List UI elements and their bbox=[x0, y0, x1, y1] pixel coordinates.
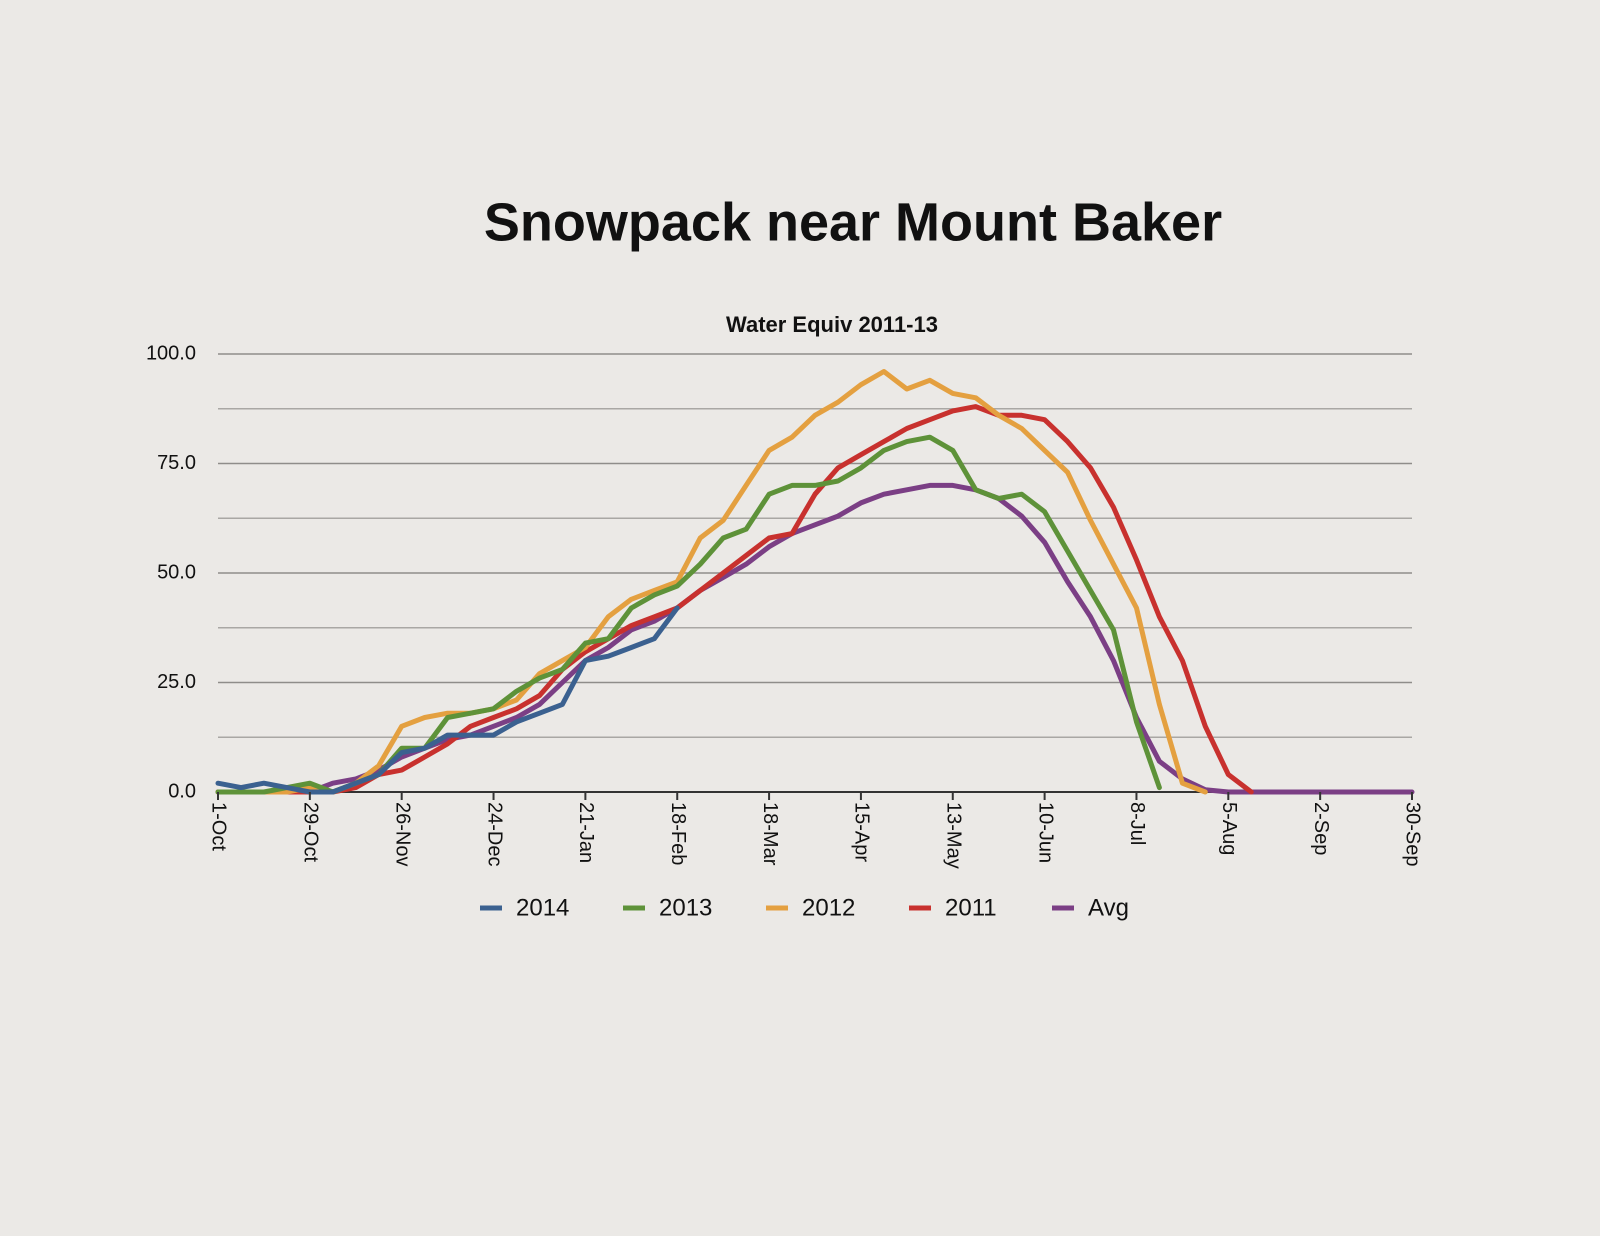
x-tick-label: 30-Sep bbox=[1402, 802, 1424, 867]
x-tick-label: 13-May bbox=[942, 802, 964, 869]
plot-area bbox=[215, 369, 1415, 795]
series-line bbox=[215, 369, 1208, 795]
x-tick-label: 10-Jun bbox=[1034, 802, 1056, 863]
x-tick-label: 26-Nov bbox=[391, 802, 413, 866]
legend-label: 2014 bbox=[516, 894, 569, 921]
y-tick-label: 25.0 bbox=[157, 671, 196, 693]
series-line bbox=[215, 482, 1415, 795]
x-tick-label: 18-Feb bbox=[667, 802, 689, 865]
series-line bbox=[215, 404, 1254, 795]
x-tick-label: 18-Mar bbox=[759, 802, 781, 866]
x-tick-label: 15-Apr bbox=[851, 802, 873, 862]
x-axis: 1-Oct 29-Oct 26-Nov 24-Dec 21-Jan 18-Feb 18-Ma… bbox=[208, 792, 1424, 869]
series-line bbox=[215, 605, 680, 795]
legend: 2014 2013 2012 2011 Avg bbox=[480, 894, 1129, 921]
x-tick-label: 1-Oct bbox=[208, 802, 230, 851]
x-tick-label: 5-Aug bbox=[1218, 802, 1240, 855]
x-tick-label: 21-Jan bbox=[575, 802, 597, 863]
legend-label: 2012 bbox=[802, 894, 855, 921]
y-tick-label: 50.0 bbox=[157, 561, 196, 583]
legend-label: 2011 bbox=[945, 894, 997, 921]
chart-title: Snowpack near Mount Baker bbox=[484, 192, 1222, 252]
x-tick-label: 8-Jul bbox=[1126, 802, 1148, 845]
legend-label: Avg bbox=[1088, 894, 1129, 921]
y-tick-label: 75.0 bbox=[157, 452, 196, 474]
y-tick-label: 100.0 bbox=[146, 342, 196, 364]
series-line bbox=[215, 434, 1162, 795]
x-tick-label: 2-Sep bbox=[1310, 802, 1332, 855]
chart-subtitle: Water Equiv 2011-13 bbox=[726, 312, 938, 337]
x-tick-label: 29-Oct bbox=[300, 802, 322, 862]
grid: 0.0 25.0 50.0 75.0 100.0 bbox=[146, 342, 1412, 802]
legend-label: 2013 bbox=[659, 894, 712, 921]
x-tick-label: 24-Dec bbox=[483, 802, 505, 866]
y-tick-label: 0.0 bbox=[168, 780, 196, 802]
